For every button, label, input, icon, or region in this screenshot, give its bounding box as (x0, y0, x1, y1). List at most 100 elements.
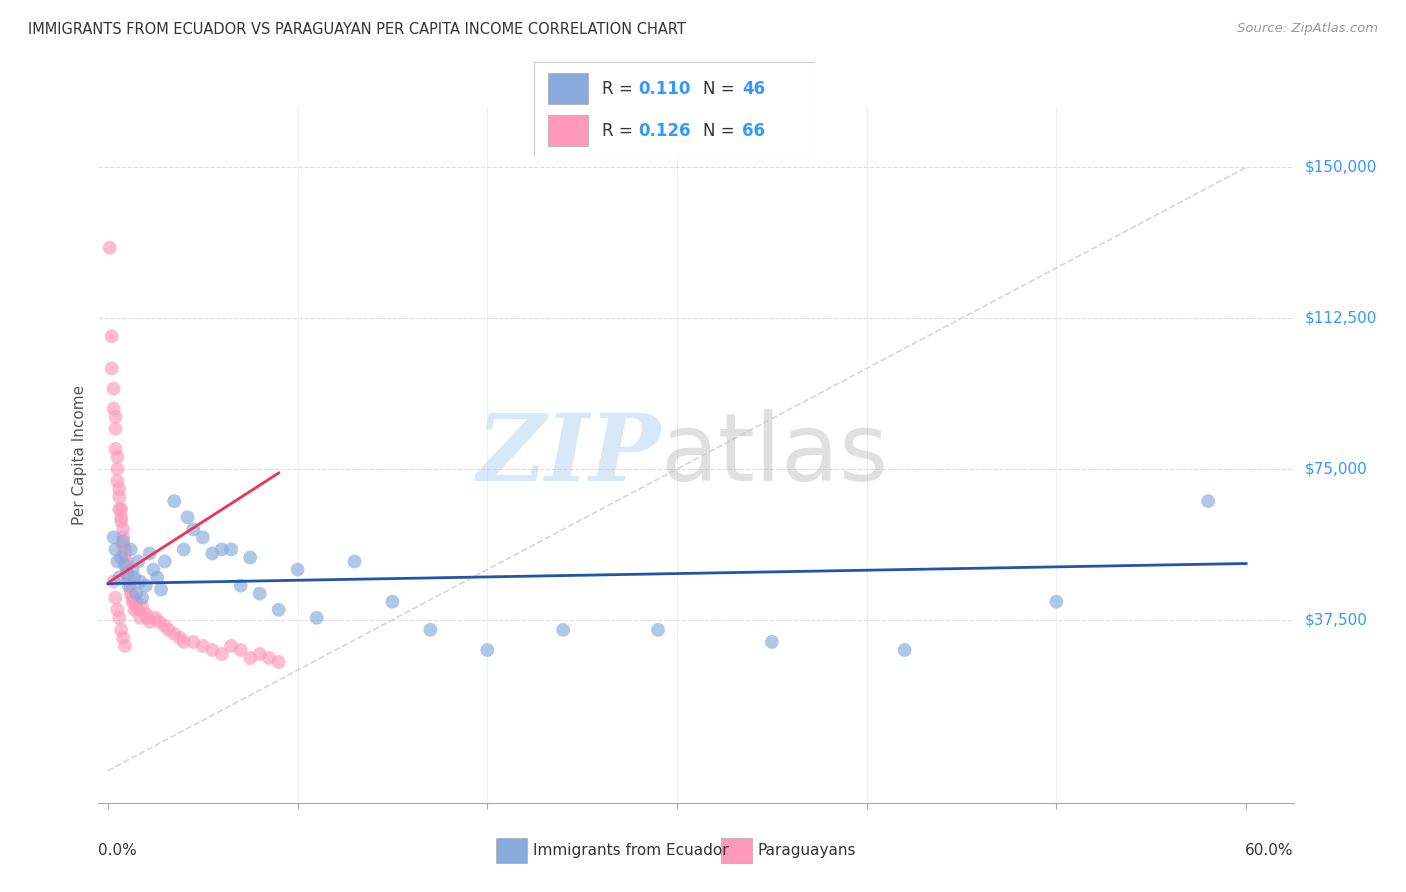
Point (120, 582, 142, 597)
Point (419, 623, 441, 637)
Point (239, 550, 262, 565)
Point (181, 635, 204, 649)
Point (211, 542, 233, 557)
Point (118, 571, 141, 585)
Point (173, 635, 195, 649)
Point (136, 611, 159, 625)
Point (553, 623, 575, 637)
Point (229, 643, 252, 657)
Point (201, 643, 224, 657)
Point (135, 579, 157, 593)
Text: 0.0%: 0.0% (98, 843, 138, 858)
Point (115, 562, 138, 576)
Point (249, 587, 271, 601)
Point (115, 554, 138, 568)
Point (129, 611, 152, 625)
Point (153, 619, 176, 633)
Bar (548, 73, 588, 103)
Point (105, 554, 128, 568)
Point (219, 639, 242, 653)
Point (381, 595, 404, 609)
Point (110, 623, 132, 637)
Point (305, 611, 328, 625)
Point (125, 599, 148, 613)
Point (104, 422, 127, 436)
Point (108, 482, 131, 496)
Point (103, 382, 125, 396)
Point (112, 538, 135, 552)
Point (112, 522, 135, 536)
Point (219, 542, 242, 557)
Point (157, 623, 180, 637)
Point (150, 582, 173, 597)
Text: atlas: atlas (661, 409, 889, 501)
Point (173, 542, 195, 557)
Text: R =: R = (602, 122, 638, 140)
Point (121, 595, 143, 609)
Point (135, 607, 157, 621)
Text: ZIP: ZIP (475, 410, 661, 500)
Point (191, 530, 214, 544)
Point (287, 562, 309, 576)
Point (115, 566, 138, 581)
Point (249, 647, 271, 661)
Point (124, 603, 146, 617)
Point (112, 534, 135, 549)
Point (127, 603, 149, 617)
Point (143, 611, 166, 625)
Point (103, 530, 125, 544)
Point (181, 522, 204, 536)
Point (229, 579, 252, 593)
Text: $112,500: $112,500 (1305, 310, 1376, 326)
Text: $37,500: $37,500 (1305, 612, 1368, 627)
Point (105, 462, 128, 476)
Point (108, 490, 131, 504)
Text: $150,000: $150,000 (1305, 160, 1376, 175)
Bar (548, 115, 588, 145)
Text: N =: N = (703, 79, 740, 97)
Point (239, 651, 262, 665)
Point (1045, 595, 1067, 609)
Point (110, 514, 132, 528)
Point (125, 587, 148, 601)
Point (163, 494, 186, 508)
Point (267, 655, 290, 669)
Point (142, 562, 165, 576)
Point (103, 401, 125, 416)
Point (153, 554, 176, 568)
Point (112, 631, 135, 645)
Point (103, 574, 125, 589)
Point (118, 579, 141, 593)
Text: IMMIGRANTS FROM ECUADOR VS PARAGUAYAN PER CAPITA INCOME CORRELATION CHART: IMMIGRANTS FROM ECUADOR VS PARAGUAYAN PE… (28, 22, 686, 37)
Point (114, 554, 136, 568)
Point (114, 542, 136, 557)
Point (124, 595, 146, 609)
Point (100, 329, 122, 343)
Point (100, 361, 122, 376)
Text: 60.0%: 60.0% (1246, 843, 1294, 858)
Point (104, 591, 127, 605)
Text: Immigrants from Ecuador: Immigrants from Ecuador (533, 844, 728, 858)
Point (267, 603, 290, 617)
Point (104, 409, 127, 424)
Point (121, 562, 143, 576)
Point (191, 639, 214, 653)
Point (647, 623, 669, 637)
Point (201, 546, 224, 560)
Point (129, 574, 152, 589)
Text: N =: N = (703, 122, 740, 140)
Point (108, 502, 131, 516)
Point (104, 442, 127, 456)
Point (176, 510, 198, 524)
Y-axis label: Per Capita Income: Per Capita Income (72, 384, 87, 525)
Point (120, 587, 142, 601)
Point (761, 635, 783, 649)
Point (105, 474, 128, 488)
Point (115, 566, 138, 581)
Point (127, 554, 149, 568)
Text: Source: ZipAtlas.com: Source: ZipAtlas.com (1237, 22, 1378, 36)
Point (138, 615, 160, 629)
Point (257, 651, 280, 665)
Point (120, 542, 142, 557)
Point (110, 510, 132, 524)
